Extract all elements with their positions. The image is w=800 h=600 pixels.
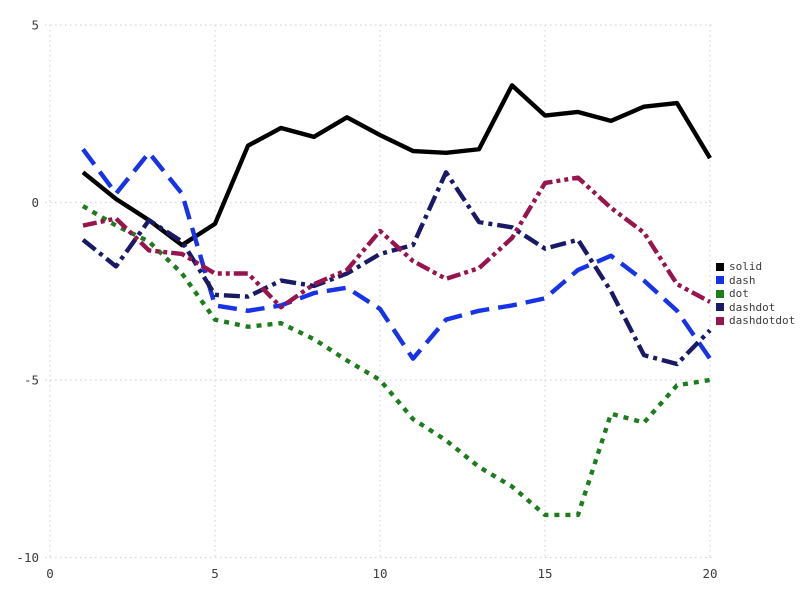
x-tick-label: 15 — [537, 566, 552, 581]
x-tick-label: 0 — [46, 566, 54, 581]
legend-swatch-icon — [716, 303, 724, 312]
chart-legend: solid dash dot dashdot dashdotdot — [716, 261, 795, 327]
legend-swatch-icon — [716, 316, 724, 325]
legend-label: dashdot — [729, 300, 776, 314]
y-tick-label: -5 — [24, 373, 39, 388]
legend-swatch-icon — [716, 276, 724, 285]
x-tick-label: 5 — [211, 566, 219, 581]
legend-swatch-icon — [716, 289, 724, 298]
series-line-solid — [81, 83, 712, 248]
legend-item-dash: dash — [716, 275, 795, 287]
legend-item-dashdotdot: dashdotdot — [716, 315, 795, 327]
legend-label: solid — [729, 260, 763, 274]
y-tick-label: 5 — [31, 18, 39, 33]
legend-swatch-icon — [716, 262, 724, 271]
legend-item-dashdot: dashdot — [716, 302, 795, 314]
legend-label: dot — [729, 287, 749, 301]
x-tick-label: 20 — [702, 566, 717, 581]
y-tick-label: 0 — [31, 195, 39, 210]
series-line-dot — [81, 204, 711, 518]
series-line-dash — [81, 147, 712, 361]
legend-label: dash — [729, 273, 756, 287]
series-line-dashdot — [81, 170, 712, 367]
legend-item-solid: solid — [716, 261, 795, 273]
legend-label: dashdotdot — [729, 314, 796, 328]
x-tick-label: 10 — [372, 566, 387, 581]
legend-item-dot: dot — [716, 288, 795, 300]
series-line-dashdotdot — [82, 175, 712, 310]
y-tick-label: -10 — [16, 550, 39, 565]
